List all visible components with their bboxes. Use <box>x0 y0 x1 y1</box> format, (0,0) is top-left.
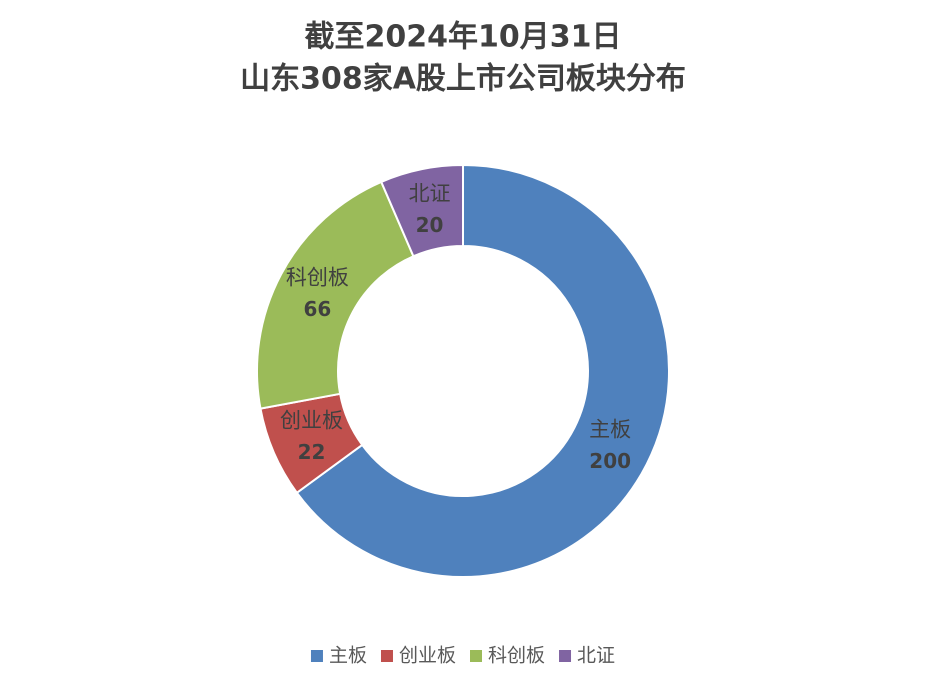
donut-segment <box>379 163 464 258</box>
legend-swatch <box>559 650 572 662</box>
legend-label: 科创板 <box>488 645 545 667</box>
data-label-name: 科创板 <box>286 265 349 289</box>
data-label-value: 66 <box>303 297 331 321</box>
data-label-value: 20 <box>416 213 444 237</box>
data-label-name: 创业板 <box>280 408 343 432</box>
legend-swatch <box>310 650 323 662</box>
legend-label: 主板 <box>329 645 367 667</box>
donut-segment <box>256 180 415 410</box>
chart-title: 山东308家A股上市公司板块分布 <box>240 62 686 97</box>
legend-label: 北证 <box>577 645 615 667</box>
data-label-name: 主板 <box>589 418 631 442</box>
legend-swatch <box>380 650 393 662</box>
data-label-value: 22 <box>298 440 326 464</box>
data-label-name: 北证 <box>409 181 451 205</box>
donut-segment <box>295 163 670 578</box>
chart-title: 截至2024年10月31日 <box>305 20 622 55</box>
legend-label: 创业板 <box>399 645 456 667</box>
legend-swatch <box>470 650 482 662</box>
data-label-value: 200 <box>589 449 631 473</box>
